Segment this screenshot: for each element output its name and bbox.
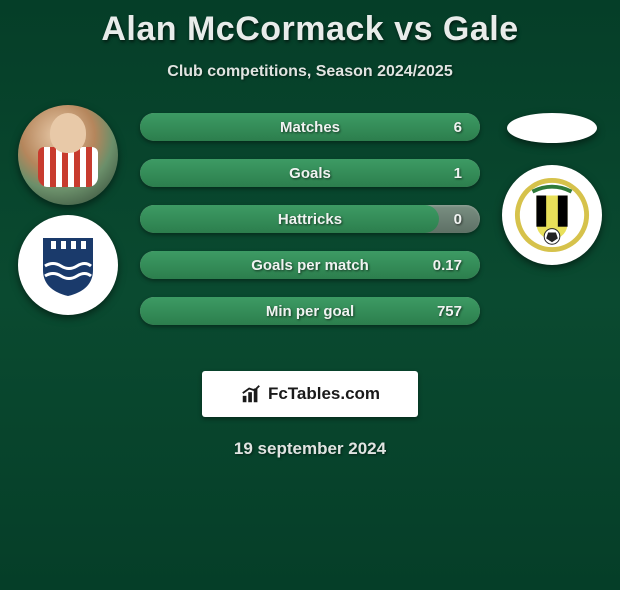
player-avatar-right	[507, 113, 597, 143]
right-column	[492, 113, 612, 265]
date-text: 19 september 2024	[0, 439, 620, 459]
stat-label: Min per goal	[140, 297, 480, 325]
stat-value: 0.17	[433, 251, 462, 279]
stat-pill-matches: Matches 6	[140, 113, 480, 141]
left-column	[8, 113, 128, 315]
stat-pill-hattricks: Hattricks 0	[140, 205, 480, 233]
page-title: Alan McCormack vs Gale	[0, 10, 620, 49]
stat-label: Hattricks	[140, 205, 480, 233]
brand-text: FcTables.com	[268, 384, 380, 404]
chart-icon	[240, 383, 262, 405]
solihull-badge-icon	[513, 176, 591, 254]
stat-label: Matches	[140, 113, 480, 141]
stat-pill-min-per-goal: Min per goal 757	[140, 297, 480, 325]
stat-value: 0	[454, 205, 462, 233]
club-badge-left	[18, 215, 118, 315]
stat-pill-goals-per-match: Goals per match 0.17	[140, 251, 480, 279]
stat-value: 1	[454, 159, 462, 187]
comparison-area: Matches 6 Goals 1 Hattricks 0 Goals per …	[0, 113, 620, 353]
brand-box: FcTables.com	[202, 371, 418, 417]
stat-label: Goals per match	[140, 251, 480, 279]
stat-pill-goals: Goals 1	[140, 159, 480, 187]
southend-shield-icon	[33, 230, 103, 300]
club-badge-right	[502, 165, 602, 265]
stat-pill-stack: Matches 6 Goals 1 Hattricks 0 Goals per …	[140, 113, 480, 343]
stat-value: 6	[454, 113, 462, 141]
stat-value: 757	[437, 297, 462, 325]
page-subtitle: Club competitions, Season 2024/2025	[0, 63, 620, 81]
player-avatar-left	[18, 105, 118, 205]
stat-label: Goals	[140, 159, 480, 187]
